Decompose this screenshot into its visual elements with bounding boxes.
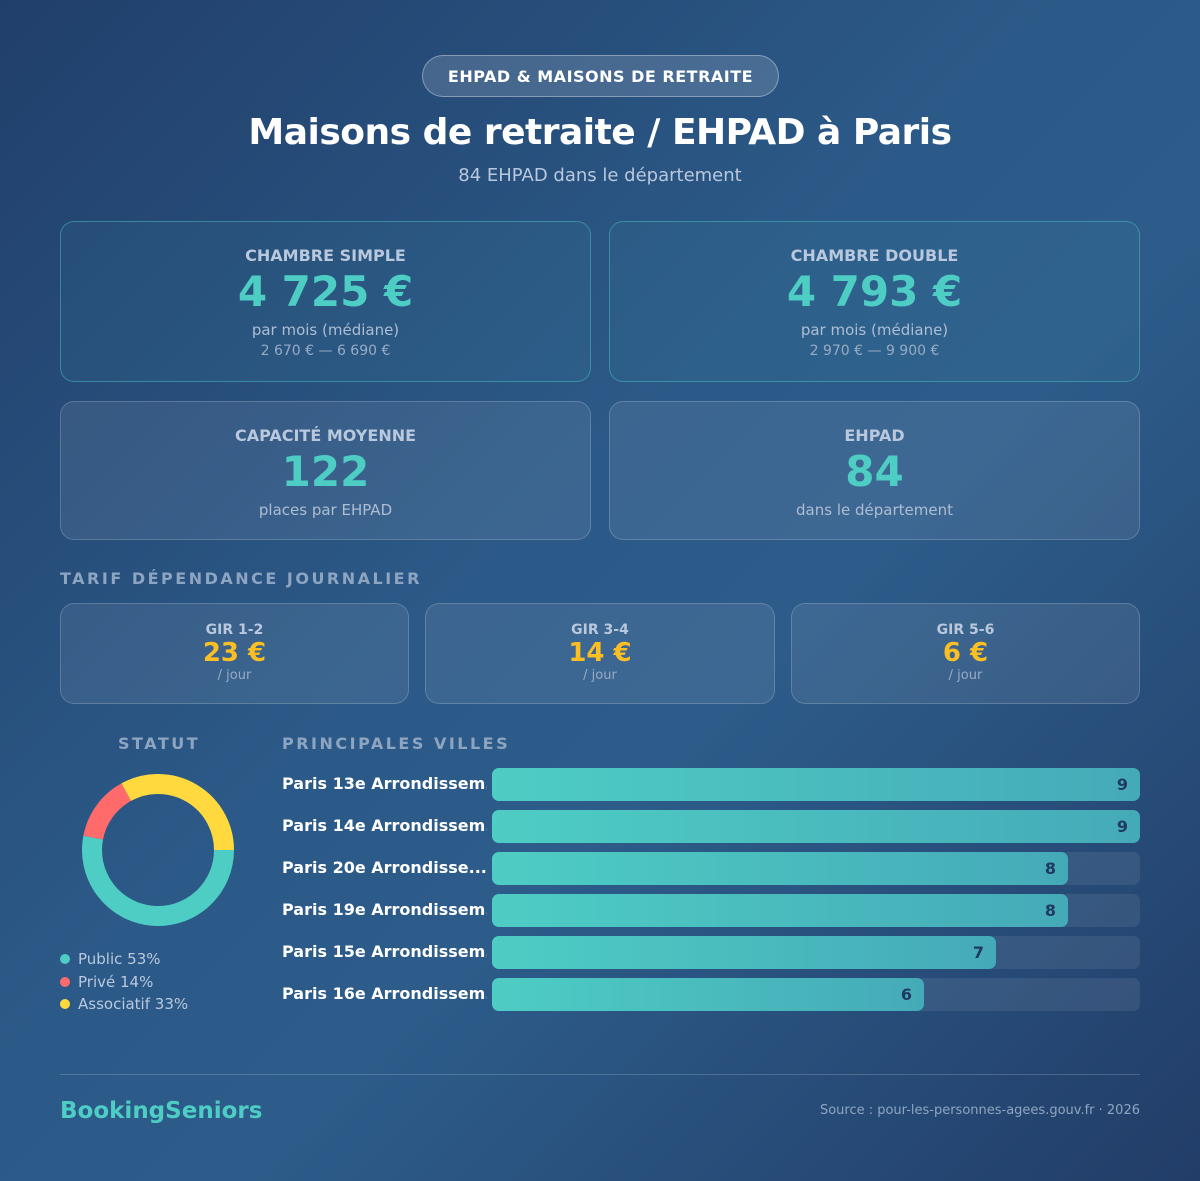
gir-value: 14 € xyxy=(568,638,632,668)
ville-bar: 6 xyxy=(492,978,924,1011)
card-sub: dans le département xyxy=(796,501,953,519)
card-range: 2 970 € — 9 900 € xyxy=(809,343,940,359)
ville-row: Paris 13e Arrondissem... 9 xyxy=(282,768,1140,801)
gir-unit: / jour xyxy=(583,668,617,683)
gir-card: GIR 3-4 14 € / jour xyxy=(425,603,775,704)
gir-label: GIR 5-6 xyxy=(936,622,995,638)
card-value: 4 793 € xyxy=(786,267,963,316)
source-text: Source : pour-les-personnes-agees.gouv.f… xyxy=(819,1103,1140,1118)
donut-slice xyxy=(83,783,132,840)
card-ehpad-count: EHPAD 84 dans le département xyxy=(609,401,1140,540)
card-sub: par mois (médiane) xyxy=(800,321,949,339)
tarif-section-title: TARIF DÉPENDANCE JOURNALIER xyxy=(60,569,422,588)
gir-card: GIR 1-2 23 € / jour xyxy=(60,603,409,704)
ville-name: Paris 19e Arrondissem... xyxy=(282,900,487,919)
ville-bar-track: 9 xyxy=(492,768,1140,801)
card-capacite: CAPACITÉ MOYENNE 122 places par EHPAD xyxy=(60,401,591,540)
ville-row: Paris 16e Arrondissem... 6 xyxy=(282,978,1140,1011)
gir-label: GIR 1-2 xyxy=(205,622,264,638)
legend-item-public: Public 53% xyxy=(60,948,188,971)
card-label: CHAMBRE SIMPLE xyxy=(245,246,406,265)
legend-label: Public 53% xyxy=(78,950,161,969)
donut-slice xyxy=(121,774,234,851)
legend-item-associatif: Associatif 33% xyxy=(60,993,188,1016)
ville-name: Paris 16e Arrondissem... xyxy=(282,984,487,1003)
gir-card: GIR 5-6 6 € / jour xyxy=(791,603,1140,704)
gir-value: 23 € xyxy=(202,638,267,668)
ville-bar: 8 xyxy=(492,894,1068,927)
legend-dot xyxy=(60,976,70,987)
legend-label: Privé 14% xyxy=(78,972,154,991)
card-value: 84 xyxy=(845,447,904,496)
ville-bar-track: 6 xyxy=(492,978,1140,1011)
ville-bar-track: 9 xyxy=(492,810,1140,843)
statut-legend: Public 53% Privé 14% Associatif 33% xyxy=(60,948,188,1016)
gir-unit: / jour xyxy=(948,668,983,683)
card-chambre-double: CHAMBRE DOUBLE 4 793 € par mois (médiane… xyxy=(609,221,1140,382)
legend-label: Associatif 33% xyxy=(78,995,189,1014)
card-sub: places par EHPAD xyxy=(258,501,393,519)
gir-value: 6 € xyxy=(942,638,989,668)
ville-count: 7 xyxy=(972,943,984,962)
legend-dot xyxy=(60,999,70,1010)
ville-bar: 8 xyxy=(492,852,1068,885)
ville-count: 9 xyxy=(1116,775,1128,794)
category-badge: EHPAD & MAISONS DE RETRAITE xyxy=(422,55,779,97)
statut-title: STATUT xyxy=(118,734,201,753)
card-chambre-simple: CHAMBRE SIMPLE 4 725 € par mois (médiane… xyxy=(60,221,591,382)
ville-bar-track: 7 xyxy=(492,936,1140,969)
ville-name: Paris 14e Arrondissem... xyxy=(282,816,487,835)
brand-logo: BookingSeniors xyxy=(60,1098,263,1124)
gir-unit: / jour xyxy=(217,668,252,683)
ville-row: Paris 19e Arrondissem... 8 xyxy=(282,894,1140,927)
card-value: 122 xyxy=(281,447,370,496)
ville-bar-track: 8 xyxy=(492,852,1140,885)
villes-title: PRINCIPALES VILLES xyxy=(282,734,511,753)
ville-row: Paris 20e Arrondisse... 8 xyxy=(282,852,1140,885)
ville-count: 8 xyxy=(1044,859,1056,878)
card-sub: par mois (médiane) xyxy=(251,321,400,339)
ville-name: Paris 13e Arrondissem... xyxy=(282,774,487,793)
card-label: CHAMBRE DOUBLE xyxy=(790,246,959,265)
ville-count: 6 xyxy=(900,985,912,1004)
donut-slice xyxy=(82,835,234,926)
ville-row: Paris 14e Arrondissem... 9 xyxy=(282,810,1140,843)
footer-divider xyxy=(60,1074,1140,1075)
ville-name: Paris 20e Arrondisse... xyxy=(282,858,487,877)
statut-donut-chart xyxy=(82,774,234,926)
ville-count: 8 xyxy=(1044,901,1056,920)
gir-label: GIR 3-4 xyxy=(571,622,629,638)
card-label: EHPAD xyxy=(844,426,905,445)
ville-bar: 9 xyxy=(492,768,1140,801)
page-title: Maisons de retraite / EHPAD à Paris xyxy=(248,112,952,153)
card-label: CAPACITÉ MOYENNE xyxy=(234,426,417,445)
page-subtitle: 84 EHPAD dans le département xyxy=(458,165,742,186)
card-value: 4 725 € xyxy=(237,267,414,316)
card-range: 2 670 € — 6 690 € xyxy=(260,343,391,359)
ville-row: Paris 15e Arrondissem... 7 xyxy=(282,936,1140,969)
ville-bar-track: 8 xyxy=(492,894,1140,927)
ville-count: 9 xyxy=(1116,817,1128,836)
ville-bar: 9 xyxy=(492,810,1140,843)
legend-dot xyxy=(60,954,70,965)
legend-item-prive: Privé 14% xyxy=(60,971,188,994)
ville-bar: 7 xyxy=(492,936,996,969)
ville-name: Paris 15e Arrondissem... xyxy=(282,942,487,961)
